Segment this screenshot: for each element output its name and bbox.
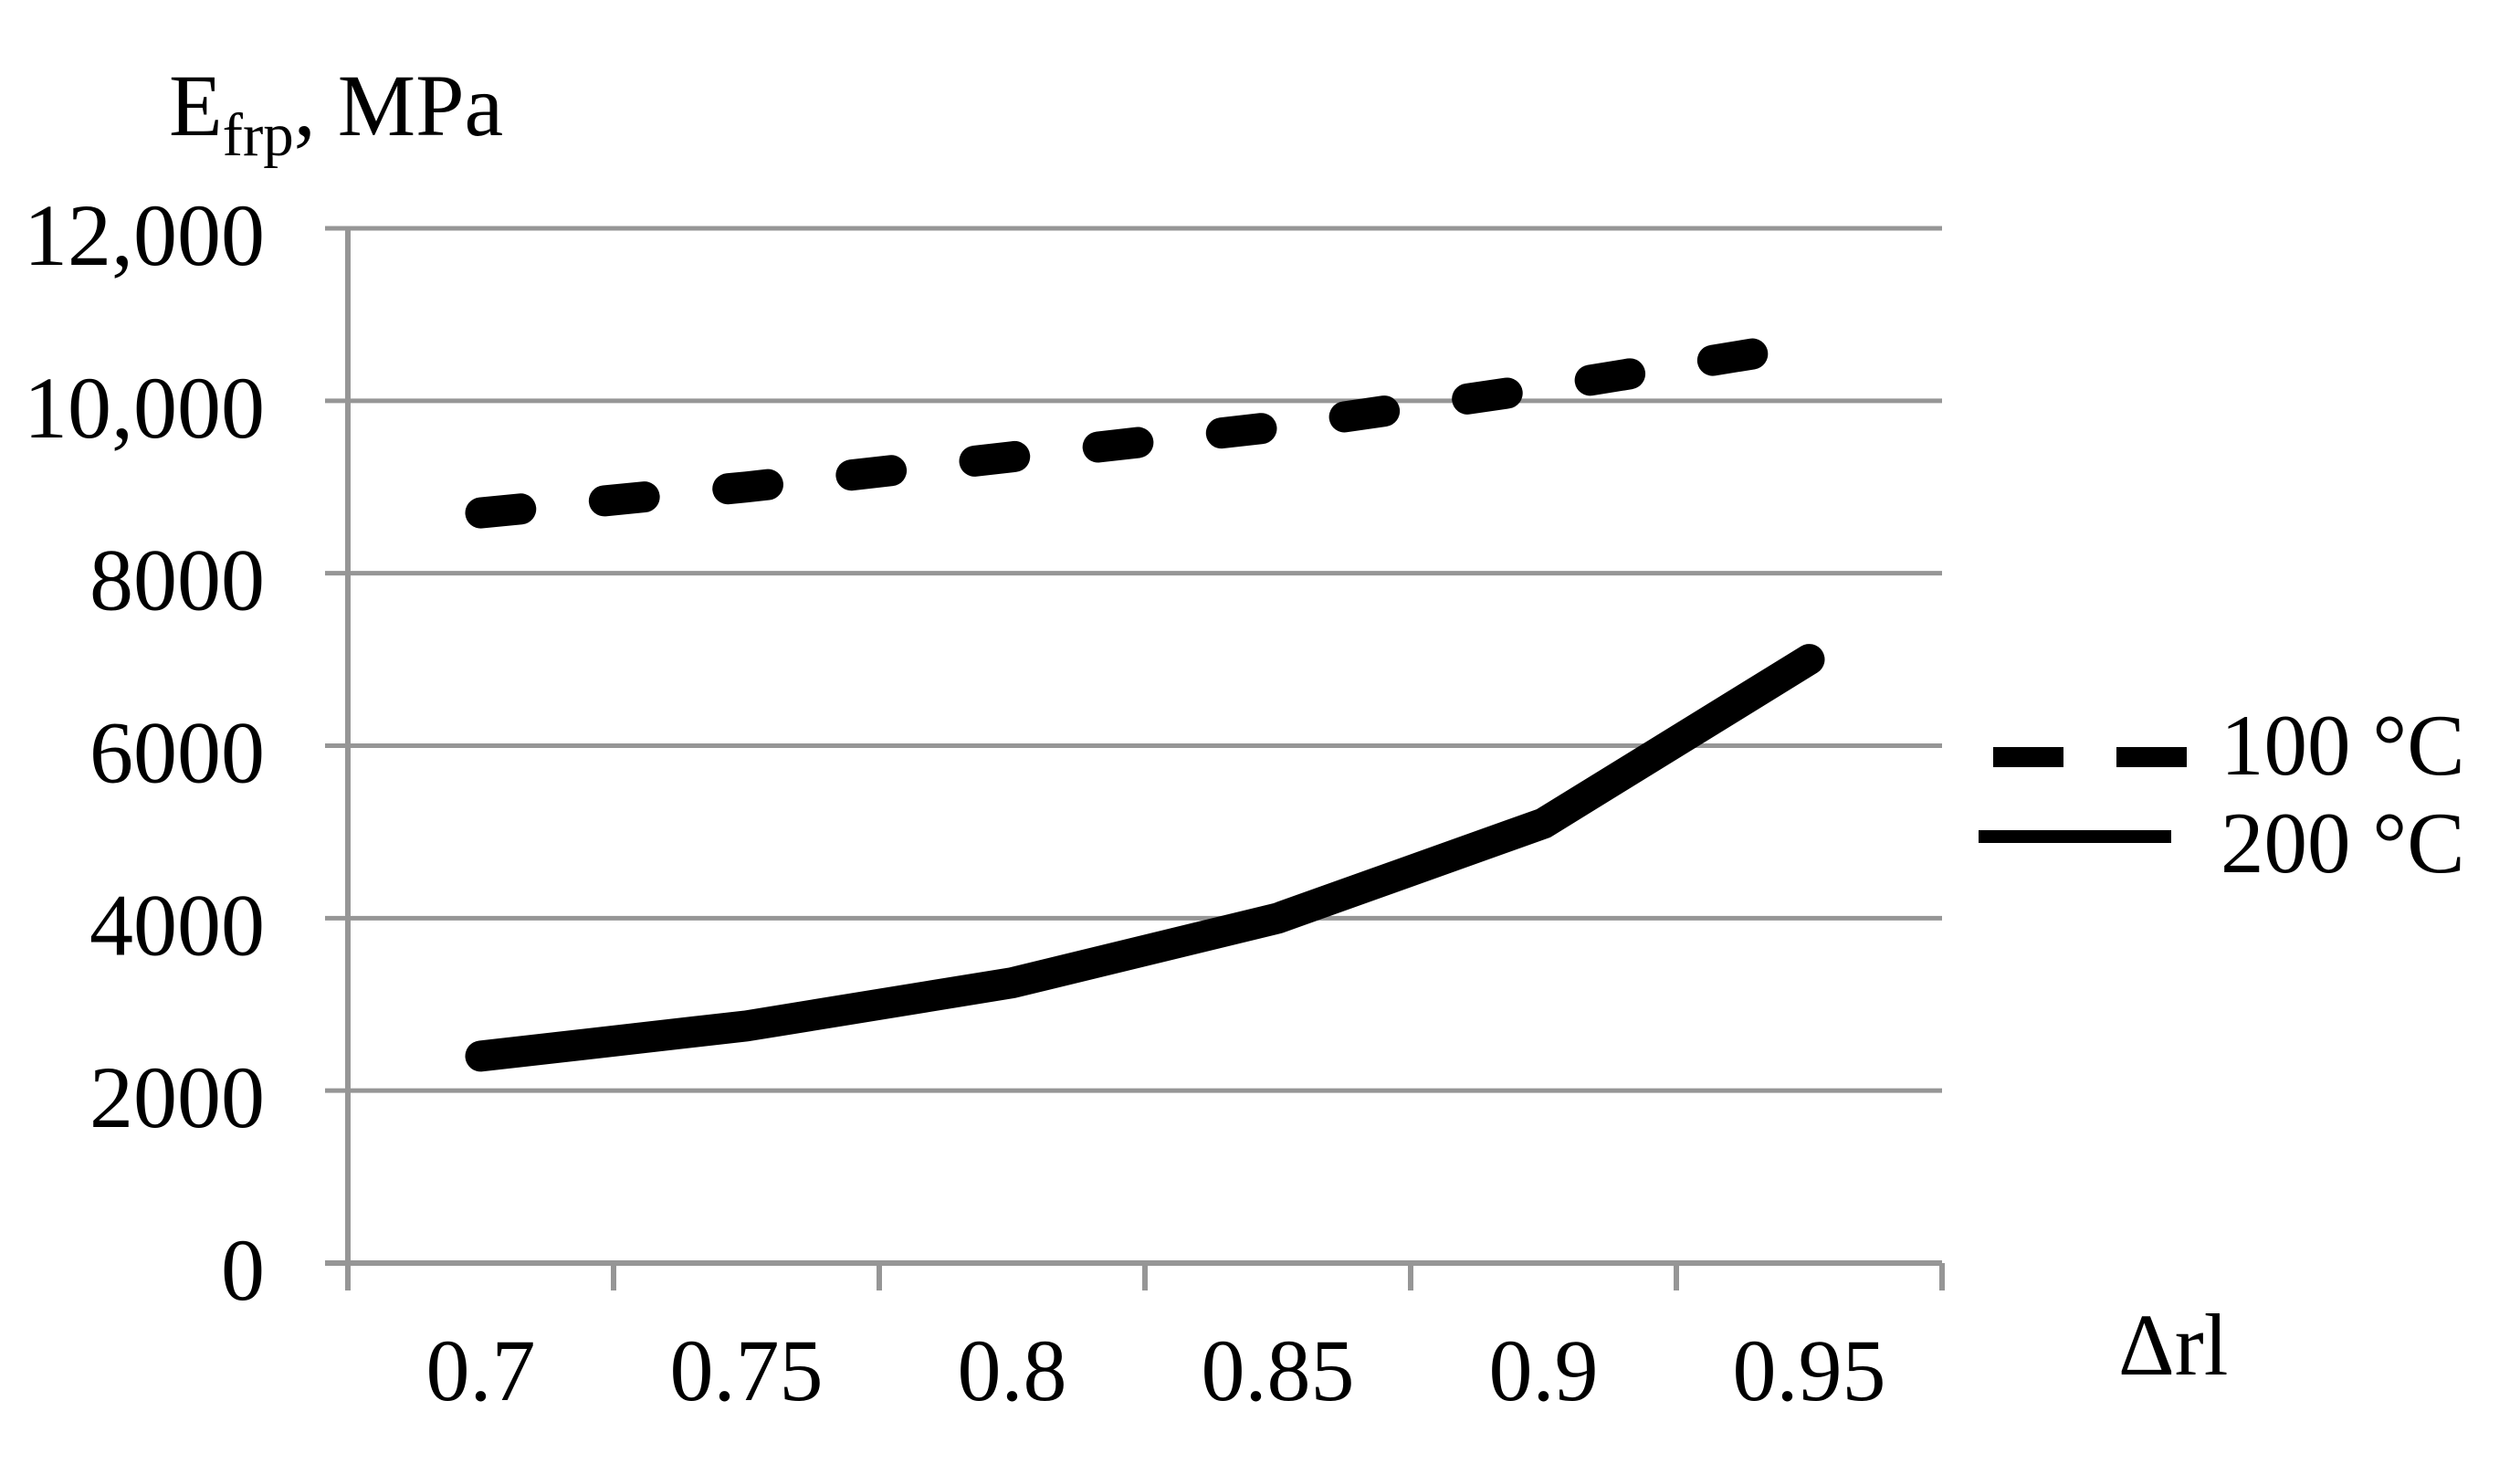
x-tick-label: 0.85	[1202, 1322, 1355, 1419]
series-line-200c	[465, 644, 1825, 1072]
x-axis-label: Δrl	[2118, 1296, 2228, 1394]
x-tick-label: 0.95	[1733, 1322, 1886, 1419]
y-tick-label: 2000	[89, 1048, 265, 1146]
x-tick-label: 0.7	[426, 1322, 536, 1419]
y-tick-label: 10,000	[24, 359, 265, 457]
y-tick-label: 6000	[89, 704, 265, 802]
legend-label-100c: 100 °C	[2221, 697, 2465, 794]
y-tick-label: 12,000	[24, 186, 265, 284]
x-tick-label: 0.8	[958, 1322, 1067, 1419]
series-line-100c	[465, 329, 1825, 529]
x-tick-label: 0.75	[670, 1322, 824, 1419]
x-tick-label: 0.9	[1489, 1322, 1599, 1419]
y-tick-label: 4000	[89, 876, 265, 974]
chart-title: Efrp, MPa	[169, 57, 503, 169]
legend-label-200c: 200 °C	[2221, 795, 2465, 891]
y-tick-label: 0	[221, 1221, 265, 1319]
y-tick-label: 8000	[89, 532, 265, 629]
